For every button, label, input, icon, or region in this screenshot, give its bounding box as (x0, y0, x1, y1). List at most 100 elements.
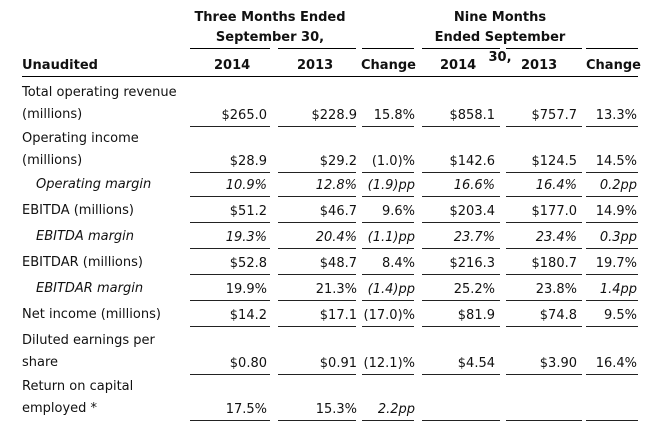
cell-underline (362, 420, 414, 421)
cell-underline (362, 326, 414, 327)
row-label-line2: (millions) (22, 153, 83, 168)
cell-underline (190, 326, 270, 327)
cell-underline (278, 274, 356, 275)
cell-underline (190, 222, 270, 223)
cell-underline (278, 248, 356, 249)
cell-underline (190, 172, 270, 173)
table-row: EBITDA margin 19.3% 20.4% (1.1)pp 23.7% 23.4%… (0, 226, 669, 249)
cell-underline (190, 300, 270, 301)
row-label: EBITDAR (millions) (22, 252, 143, 274)
cell-underline (422, 274, 500, 275)
value-2013-three-months: 15.3% (315, 402, 357, 417)
change-three-months: 2.2pp (377, 402, 415, 417)
table-row: Operating margin 10.9% 12.8% (1.9)pp 16.6% 16… (0, 174, 669, 197)
cell-underline (586, 300, 638, 301)
table-row: Diluted earnings per share $0.80 $0.91 (12.1… (0, 330, 669, 375)
value-2014-nine-months: $858.1 (449, 108, 496, 123)
row-label: EBITDA margin (36, 226, 134, 248)
table-row: EBITDAR (millions) $52.8 $48.7 8.4% $216.3 $1… (0, 252, 669, 275)
value-2013-nine-months: $3.90 (539, 356, 577, 371)
change-three-months: 15.8% (373, 108, 415, 123)
cell-underline (506, 274, 582, 275)
cell-underline (362, 248, 414, 249)
cell-underline (586, 420, 638, 421)
row-label: EBITDA (millions) (22, 200, 134, 222)
row-label: EBITDAR margin (36, 278, 143, 300)
change-nine-months: 13.3% (595, 108, 637, 123)
cell-underline (506, 374, 582, 375)
cell-underline (278, 196, 356, 197)
value-2013-nine-months: $124.5 (531, 154, 578, 169)
cell-underline (506, 126, 582, 127)
group-underline-2013b (506, 48, 582, 49)
value-2013-nine-months: $74.8 (539, 308, 577, 323)
value-2014-nine-months: $142.6 (449, 154, 496, 169)
row-label-line2: share (22, 355, 59, 370)
value-2014-nine-months: 23.7% (453, 230, 495, 245)
change-nine-months: 14.9% (595, 204, 637, 219)
change-nine-months: 16.4% (595, 356, 637, 371)
row-label-line1: EBITDAR (millions) (22, 255, 143, 270)
row-label-line1: Return on capital (22, 379, 134, 394)
cell-underline (506, 248, 582, 249)
row-label-line1: Total operating revenue (22, 85, 177, 100)
cell-underline (190, 248, 270, 249)
cell-underline (586, 248, 638, 249)
row-label: Diluted earnings per share (22, 330, 155, 374)
cell-underline (278, 420, 356, 421)
value-2013-three-months: 20.4% (315, 230, 357, 245)
change-three-months: (1.1)pp (367, 230, 415, 245)
table-row: Operating income (millions) $28.9 $29.2 (1.0… (0, 128, 669, 173)
value-2014-three-months: $28.9 (229, 154, 267, 169)
row-label-line1: Diluted earnings per (22, 333, 155, 348)
group-underline-chga (362, 48, 414, 49)
cell-underline (278, 300, 356, 301)
change-three-months: (1.4)pp (367, 282, 415, 297)
nine-months-line1: Nine Months (453, 10, 547, 25)
col-header-2013a: 2013 (297, 58, 334, 73)
row-label-line1: Operating income (22, 131, 139, 146)
change-three-months: 9.6% (381, 204, 415, 219)
change-nine-months: 9.5% (603, 308, 637, 323)
group-underline-chgb (586, 48, 638, 49)
value-2014-nine-months: $4.54 (457, 356, 495, 371)
row-label-line1: Net income (millions) (22, 307, 161, 322)
value-2014-three-months: 19.9% (225, 282, 267, 297)
change-three-months: (1.0)% (371, 154, 415, 169)
cell-underline (422, 248, 500, 249)
cell-underline (362, 274, 414, 275)
row-label: Total operating revenue (millions) (22, 82, 177, 126)
value-2013-three-months: $17.1 (319, 308, 357, 323)
value-2014-nine-months: $216.3 (449, 256, 496, 271)
table-row: Total operating revenue (millions) $265.0 $… (0, 82, 669, 127)
change-nine-months: 1.4pp (599, 282, 637, 297)
value-2013-three-months: $228.9 (311, 108, 358, 123)
cell-underline (190, 196, 270, 197)
row-label-line2: (millions) (22, 107, 83, 122)
col-header-change-a: Change (361, 58, 416, 73)
change-three-months: (1.9)pp (367, 178, 415, 193)
col-header-change-b: Change (586, 58, 641, 73)
value-2014-three-months: $52.8 (229, 256, 267, 271)
table-row: EBITDA (millions) $51.2 $46.7 9.6% $203.4 $17… (0, 200, 669, 223)
group-header-three-months: Three Months Ended September 30, (190, 8, 350, 48)
value-2013-three-months: 12.8% (315, 178, 357, 193)
cell-underline (422, 326, 500, 327)
three-months-line2: September 30, (215, 30, 325, 45)
value-2013-nine-months: 23.8% (535, 282, 577, 297)
change-nine-months: 0.3pp (599, 230, 637, 245)
cell-underline (586, 274, 638, 275)
col-header-2014b: 2014 (440, 58, 477, 73)
cell-underline (278, 374, 356, 375)
row-label-line1: EBITDAR margin (36, 281, 144, 296)
cell-underline (586, 326, 638, 327)
three-months-line1: Three Months Ended (194, 10, 346, 25)
cell-underline (506, 420, 582, 421)
cell-underline (278, 326, 356, 327)
cell-underline (586, 126, 638, 127)
table-row: Net income (millions) $14.2 $17.1 (17.0)% $8… (0, 304, 669, 327)
cell-underline (190, 126, 270, 127)
cell-underline (190, 374, 270, 375)
cell-underline (422, 172, 500, 173)
change-nine-months: 14.5% (595, 154, 637, 169)
